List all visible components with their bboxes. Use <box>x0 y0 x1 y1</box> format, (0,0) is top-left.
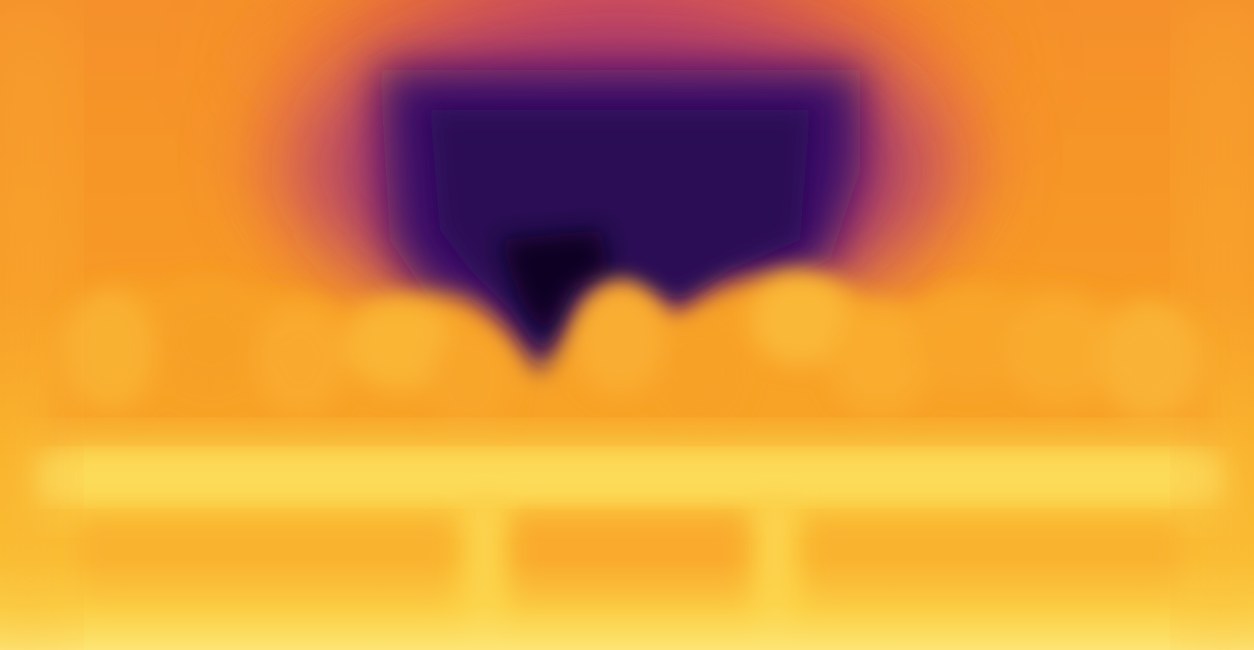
bottom-near-glow <box>0 560 1254 650</box>
left-edge <box>0 0 60 650</box>
right-edge <box>1194 0 1254 650</box>
figure-blobs <box>65 275 1200 430</box>
farthest-spot <box>500 230 610 340</box>
table-edge-highlight <box>40 455 1220 500</box>
